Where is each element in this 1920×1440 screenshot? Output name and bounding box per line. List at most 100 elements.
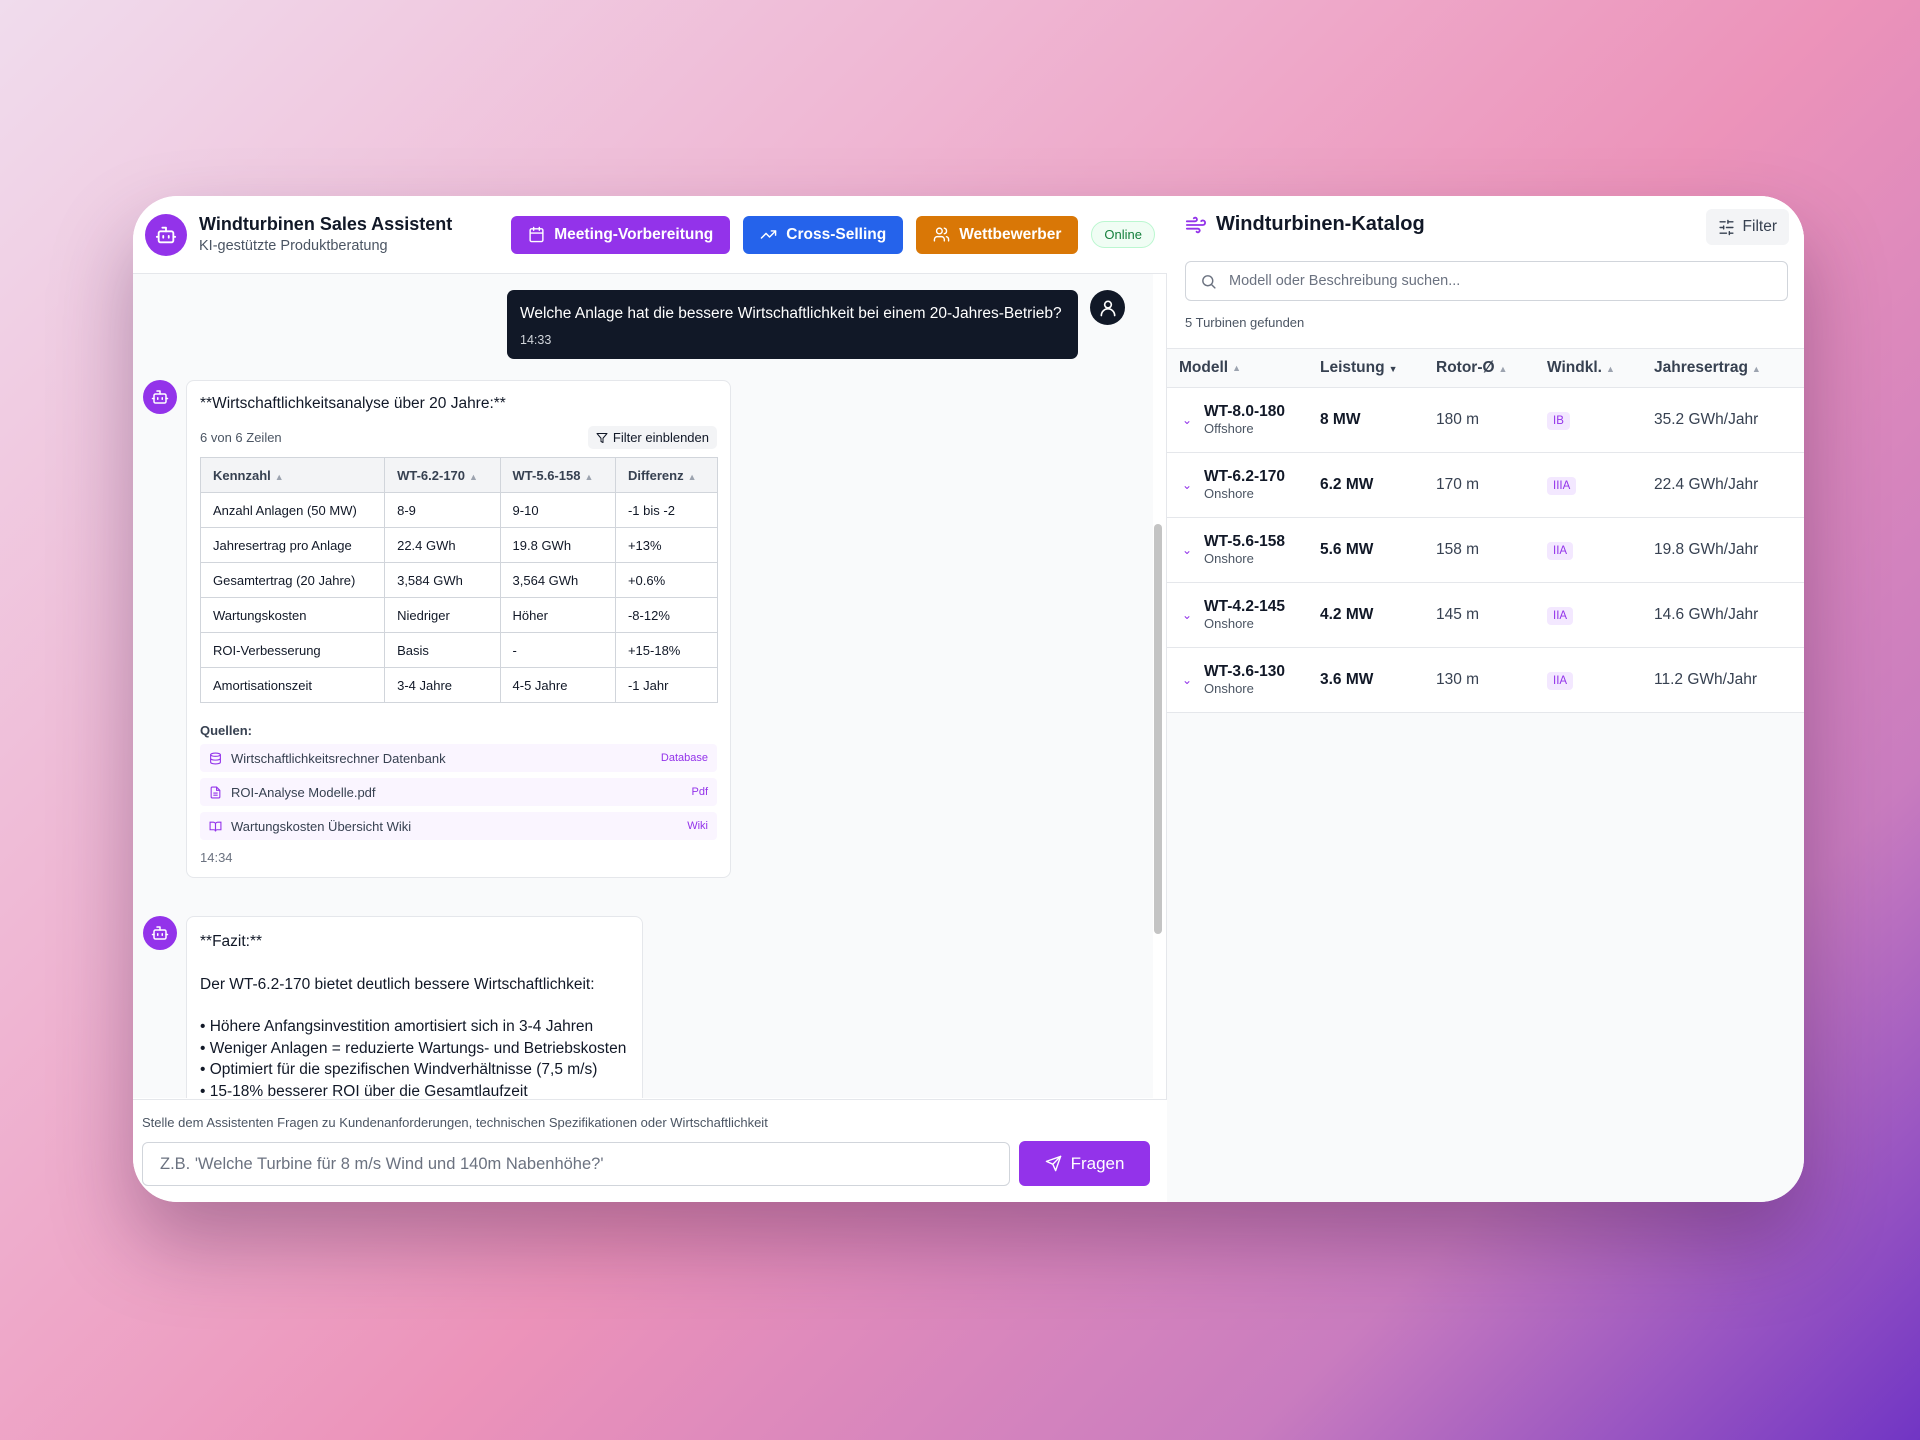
- chat-panel: Windturbinen Sales Assistent KI-gestützt…: [133, 196, 1167, 1202]
- source-item[interactable]: Wartungskosten Übersicht Wiki Wiki: [200, 812, 717, 840]
- column-header-wind-class[interactable]: Windkl. ▲: [1547, 359, 1615, 376]
- competitor-button[interactable]: Wettbewerber: [916, 215, 1079, 254]
- show-filter-label: Filter einblenden: [612, 430, 709, 445]
- table-row: ROI-Verbesserung Basis - +15-18%: [199, 632, 719, 668]
- user-message: Welche Anlage hat die bessere Wirtschaft…: [507, 290, 1125, 359]
- source-name: ROI-Analyse Modelle.pdf: [231, 784, 376, 800]
- user-message-text: Welche Anlage hat die bessere Wirtschaft…: [520, 305, 1062, 322]
- yield-value: 19.8 GWh/Jahr: [1654, 541, 1759, 558]
- power-value: 4.2 MW: [1320, 606, 1374, 623]
- model-name: WT-3.6-130: [1204, 663, 1285, 680]
- filter-icon: [596, 432, 608, 443]
- table-row[interactable]: ⌄ WT-6.2-170 Onshore 6.2 MW 170 m IIIA 22…: [1167, 453, 1804, 518]
- rotor-value: 180 m: [1436, 411, 1480, 428]
- analysis-heading: **Wirtschaftlichkeitsanalyse über 20 Jah…: [200, 395, 506, 412]
- input-area: Stelle dem Assistenten Fragen zu Kundena…: [133, 1099, 1167, 1202]
- wind-icon: [1185, 216, 1207, 233]
- wind-class-badge: IIA: [1547, 671, 1574, 690]
- catalog-panel: Windturbinen-Katalog Filter 5 Turbinen g…: [1167, 196, 1804, 1202]
- power-value: 6.2 MW: [1320, 476, 1374, 493]
- search-icon: [1202, 274, 1216, 289]
- model-type: Offshore: [1204, 421, 1254, 436]
- show-filter-button[interactable]: Filter einblenden: [587, 426, 717, 449]
- chevron-down-icon[interactable]: ⌄: [1182, 608, 1193, 622]
- model-type: Onshore: [1204, 681, 1254, 696]
- results-count: 5 Turbinen gefunden: [1185, 315, 1305, 330]
- catalog-table: Modell ▲ Leistung ▼ Rotor-Ø ▲ Windkl. ▲ Jahr…: [1167, 348, 1804, 713]
- meeting-preparation-label: Meeting-Vorbereitung: [554, 225, 714, 243]
- column-header[interactable]: Kennzahl ▲: [199, 457, 386, 493]
- chevron-down-icon[interactable]: ⌄: [1182, 543, 1193, 557]
- source-name: Wirtschaftlichkeitsrechner Datenbank: [231, 750, 446, 766]
- column-header[interactable]: Differenz ▲: [614, 457, 719, 493]
- user-avatar: [1090, 290, 1125, 325]
- app-subtitle: KI-gestützte Produktberatung: [199, 238, 388, 254]
- table-row: Wartungskosten Niedriger Höher -8-12%: [199, 597, 719, 633]
- source-type: Pdf: [691, 786, 708, 798]
- power-value: 3.6 MW: [1320, 671, 1374, 688]
- catalog-filter-button[interactable]: Filter: [1705, 209, 1789, 245]
- users-icon: [933, 227, 950, 242]
- app-title: Windturbinen Sales Assistent: [199, 214, 453, 234]
- bot-message-conclusion: **Fazit:** Der WT-6.2-170 bietet deutlic…: [143, 916, 643, 1098]
- input-hint: Stelle dem Assistenten Fragen zu Kundena…: [142, 1115, 768, 1130]
- wind-class-badge: IIIA: [1547, 476, 1577, 495]
- rotor-value: 130 m: [1436, 671, 1480, 688]
- source-type: Wiki: [687, 820, 708, 832]
- yield-value: 14.6 GWh/Jahr: [1654, 606, 1759, 623]
- ask-button[interactable]: Fragen: [1019, 1141, 1150, 1186]
- trending-up-icon: [760, 230, 777, 239]
- meeting-preparation-button[interactable]: Meeting-Vorbereitung: [511, 215, 731, 254]
- model-type: Onshore: [1204, 616, 1254, 631]
- chevron-down-icon[interactable]: ⌄: [1182, 673, 1193, 687]
- conclusion-intro: Der WT-6.2-170 bietet deutlich bessere W…: [200, 975, 595, 993]
- column-header-power[interactable]: Leistung ▼: [1320, 359, 1398, 376]
- bot-bubble: **Fazit:** Der WT-6.2-170 bietet deutlic…: [186, 916, 643, 1098]
- bot-avatar: [143, 380, 177, 414]
- column-header[interactable]: WT-5.6-158 ▲: [499, 457, 616, 493]
- table-row: Jahresertrag pro Anlage 22.4 GWh 19.8 GWh +…: [199, 527, 719, 563]
- table-row[interactable]: ⌄ WT-5.6-158 Onshore 5.6 MW 158 m IIA 19.…: [1167, 518, 1804, 583]
- rotor-value: 170 m: [1436, 476, 1480, 493]
- conclusion-bullet: • Weniger Anlagen = reduzierte Wartungs-…: [200, 1039, 627, 1057]
- send-icon: [1045, 1155, 1061, 1172]
- calendar-icon: [529, 226, 544, 243]
- question-input[interactable]: [142, 1142, 1010, 1186]
- user-icon: [1100, 300, 1115, 316]
- catalog-search[interactable]: [1185, 261, 1788, 301]
- column-header[interactable]: WT-6.2-170 ▲: [384, 457, 501, 493]
- column-header-model[interactable]: Modell ▲: [1179, 359, 1242, 376]
- sources-title: Quellen:: [200, 723, 253, 738]
- chat-header: Windturbinen Sales Assistent KI-gestützt…: [133, 196, 1167, 274]
- table-row[interactable]: ⌄ WT-4.2-145 Onshore 4.2 MW 145 m IIA 14.…: [1167, 583, 1804, 648]
- source-name: Wartungskosten Übersicht Wiki: [231, 818, 412, 834]
- catalog-table-header: Modell ▲ Leistung ▼ Rotor-Ø ▲ Windkl. ▲ Jahr…: [1167, 348, 1804, 388]
- chat-messages[interactable]: Welche Anlage hat die bessere Wirtschaft…: [133, 274, 1153, 1098]
- source-item[interactable]: ROI-Analyse Modelle.pdf Pdf: [200, 778, 717, 806]
- comparison-table: Kennzahl ▲ WT-6.2-170 ▲ WT-5.6-158 ▲ Differ…: [199, 457, 719, 703]
- table-row[interactable]: ⌄ WT-3.6-130 Onshore 3.6 MW 130 m IIA 11.…: [1167, 648, 1804, 713]
- robot-icon: [151, 926, 169, 940]
- table-row[interactable]: ⌄ WT-8.0-180 Offshore 8 MW 180 m IB 35.2 …: [1167, 388, 1804, 453]
- conclusion-bullet: • 15-18% besserer ROI über die Gesamtlau…: [200, 1082, 528, 1099]
- catalog-title: Windturbinen-Katalog: [1216, 213, 1425, 235]
- sliders-icon: [1718, 219, 1734, 235]
- column-header-rotor[interactable]: Rotor-Ø ▲: [1436, 359, 1508, 376]
- power-value: 8 MW: [1320, 411, 1361, 428]
- bot-avatar: [145, 213, 187, 256]
- robot-icon: [155, 226, 177, 243]
- conclusion-heading: **Fazit:**: [200, 933, 263, 950]
- cross-selling-button[interactable]: Cross-Selling: [743, 215, 904, 254]
- chevron-down-icon[interactable]: ⌄: [1182, 478, 1193, 492]
- bot-avatar: [143, 916, 177, 950]
- source-item[interactable]: Wirtschaftlichkeitsrechner Datenbank Dat…: [200, 744, 717, 772]
- chat-scrollbar[interactable]: [1154, 524, 1162, 934]
- robot-icon: [151, 390, 169, 404]
- catalog-search-input[interactable]: [1229, 273, 1773, 289]
- table-row: Gesamtertrag (20 Jahre) 3,584 GWh 3,564 GW…: [199, 562, 719, 598]
- model-type: Onshore: [1204, 551, 1254, 566]
- chevron-down-icon[interactable]: ⌄: [1182, 413, 1193, 427]
- wind-class-badge: IB: [1547, 411, 1570, 430]
- column-header-yield[interactable]: Jahresertrag ▲: [1654, 359, 1761, 376]
- database-icon: [210, 752, 221, 764]
